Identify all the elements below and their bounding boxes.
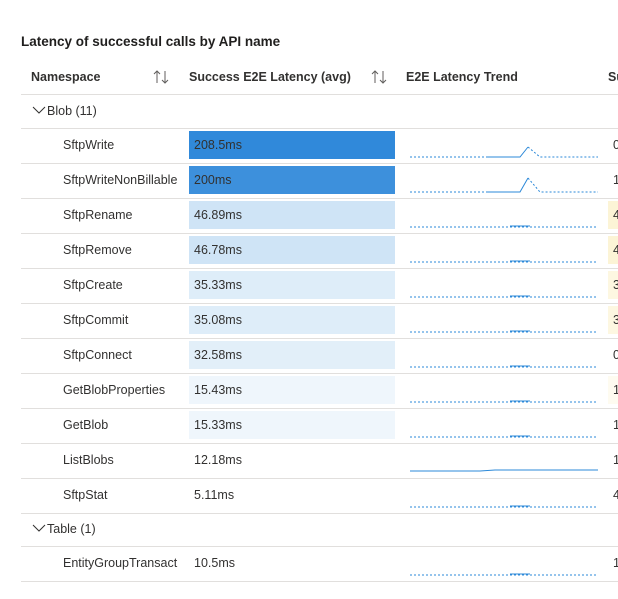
divider: [21, 198, 618, 199]
next-cell: 0: [608, 131, 618, 159]
trend-sparkline: [410, 295, 598, 298]
divider: [21, 443, 618, 444]
trend-sparkline: [410, 330, 598, 333]
divider: [21, 268, 618, 269]
trend-sparkline: [410, 146, 598, 158]
latency-cell: 46.89ms: [189, 201, 395, 229]
collapse-chevron[interactable]: [32, 105, 46, 115]
api-name: EntityGroupTransact: [63, 556, 178, 570]
column-header[interactable]: Namespace: [31, 70, 101, 84]
latency-cell: 35.08ms: [189, 306, 395, 334]
group-label[interactable]: Table (1): [47, 522, 96, 536]
latency-cell: 46.78ms: [189, 236, 395, 264]
latency-cell: 10.5ms: [189, 549, 395, 577]
trend-sparkline: [410, 365, 598, 368]
column-header[interactable]: E2E Latency Trend: [406, 70, 518, 84]
api-name: SftpStat: [63, 488, 108, 502]
divider: [21, 408, 618, 409]
next-cell: 3: [608, 271, 618, 299]
divider: [21, 513, 618, 514]
divider: [21, 581, 618, 582]
next-cell: 1: [608, 411, 618, 439]
api-name: SftpConnect: [63, 348, 132, 362]
next-cell: 0: [608, 341, 618, 369]
next-cell: 1: [608, 549, 618, 577]
api-name: SftpRemove: [63, 243, 132, 257]
divider: [21, 303, 618, 304]
api-name: SftpRename: [63, 208, 133, 222]
sort-icon[interactable]: [371, 69, 389, 85]
api-name: SftpWrite: [63, 138, 115, 152]
next-cell: 4: [608, 481, 618, 509]
api-name: GetBlob: [63, 418, 109, 432]
divider: [21, 478, 618, 479]
trend-sparkline: [410, 225, 598, 228]
trend-sparkline: [410, 469, 598, 472]
divider: [21, 373, 618, 374]
divider: [21, 128, 618, 129]
latency-cell: 208.5ms: [189, 131, 395, 159]
trend-sparkline: [410, 435, 598, 438]
next-cell: 1: [608, 376, 618, 404]
next-cell: 4: [608, 236, 618, 264]
latency-cell: 35.33ms: [189, 271, 395, 299]
divider: [21, 338, 618, 339]
divider: [21, 546, 618, 547]
trend-sparkline: [410, 260, 598, 263]
next-cell: 1: [608, 446, 618, 474]
api-name: SftpCommit: [63, 313, 129, 327]
latency-cell: 15.43ms: [189, 376, 395, 404]
latency-cell: 12.18ms: [189, 446, 395, 474]
api-name: SftpWriteNonBillable: [63, 173, 178, 187]
trend-sparkline: [410, 400, 598, 403]
trend-sparkline: [410, 177, 598, 193]
divider: [21, 94, 618, 95]
divider: [21, 163, 618, 164]
trend-sparkline: [410, 505, 598, 508]
column-header[interactable]: Success E2E Latency (avg): [189, 70, 351, 84]
latency-cell: 32.58ms: [189, 341, 395, 369]
title: Latency of successful calls by API name: [21, 34, 281, 49]
next-cell: 1: [608, 166, 618, 194]
trend-sparkline: [410, 573, 598, 576]
collapse-chevron[interactable]: [32, 523, 46, 533]
next-cell: 4: [608, 201, 618, 229]
column-header[interactable]: Su: [608, 70, 618, 84]
api-name: SftpCreate: [63, 278, 123, 292]
api-name: ListBlobs: [63, 453, 114, 467]
group-label[interactable]: Blob (11): [47, 104, 97, 118]
latency-cell: 200ms: [189, 166, 395, 194]
divider: [21, 233, 618, 234]
latency-cell: 5.11ms: [189, 481, 395, 509]
next-cell: 3: [608, 306, 618, 334]
api-name: GetBlobProperties: [63, 383, 166, 397]
latency-cell: 15.33ms: [189, 411, 395, 439]
sort-icon[interactable]: [153, 69, 171, 85]
